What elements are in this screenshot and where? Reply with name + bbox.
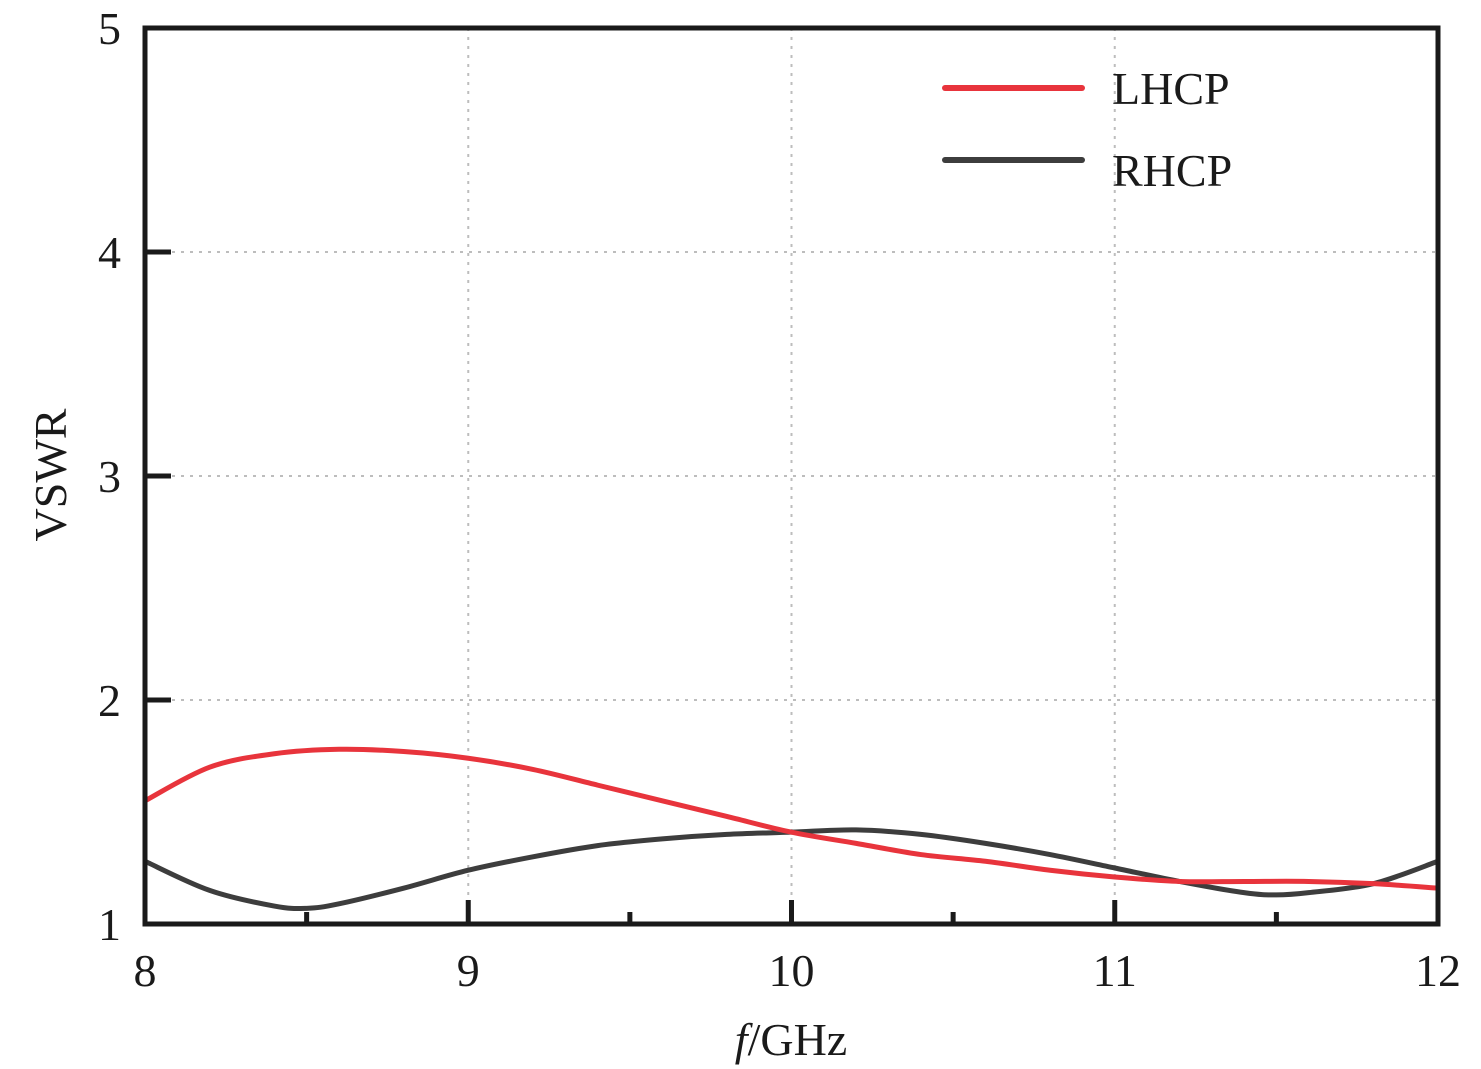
tick-layer — [142, 25, 1441, 927]
x-tick-label: 9 — [457, 945, 480, 996]
legend-label-lhcp: LHCP — [1112, 63, 1230, 114]
legend: LHCP RHCP — [942, 63, 1232, 196]
grid-layer — [145, 28, 1438, 924]
series-line-rhcp — [142, 827, 1441, 912]
x-tick-label: 10 — [769, 945, 815, 996]
legend-label-rhcp: RHCP — [1112, 145, 1232, 196]
x-tick-label: 12 — [1415, 945, 1461, 996]
y-tick-label: 1 — [98, 899, 121, 950]
y-axis-label: VSWR — [25, 408, 76, 541]
x-axis-label: f/GHz — [735, 1014, 847, 1065]
x-axis-label-unit: /GHz — [748, 1014, 848, 1065]
y-tick-label: 2 — [98, 675, 121, 726]
y-tick-label: 5 — [98, 3, 121, 54]
series-layer — [142, 746, 1441, 912]
x-tick-label: 8 — [134, 945, 157, 996]
series-line-lhcp — [142, 746, 1441, 891]
y-tick-label: 3 — [98, 451, 121, 502]
y-tick-label: 4 — [98, 227, 121, 278]
x-tick-label: 11 — [1093, 945, 1137, 996]
